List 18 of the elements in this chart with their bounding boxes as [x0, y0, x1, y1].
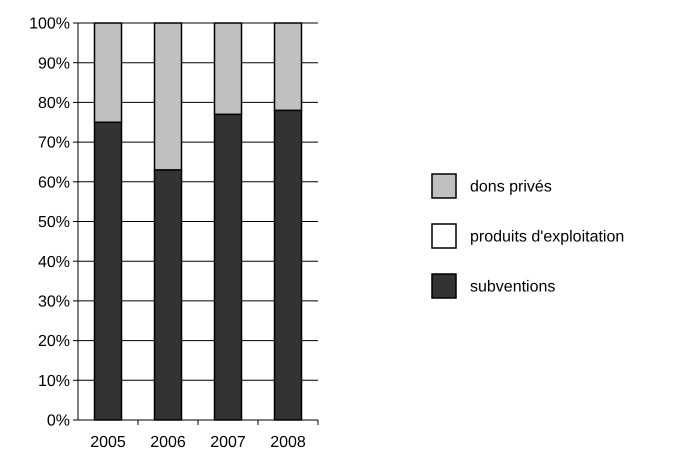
y-tick-label: 70%: [38, 134, 70, 152]
x-tick-label: 2007: [210, 434, 246, 451]
y-tick-label: 90%: [38, 55, 70, 72]
legend-label: subventions: [470, 278, 556, 296]
y-tick-label: 20%: [38, 333, 70, 350]
y-tick-label: 100%: [29, 16, 70, 33]
x-tick-label: 2006: [150, 434, 186, 451]
y-tick-label: 40%: [38, 254, 70, 271]
y-tick-label: 50%: [38, 214, 70, 232]
y-tick-label: 30%: [38, 294, 70, 310]
y-tick-label: 60%: [38, 174, 70, 192]
y-tick-label: 10%: [38, 372, 70, 390]
x-tick-label: 2008: [270, 434, 306, 451]
legend-label: produits d'exploitation: [470, 228, 624, 246]
legend-label: dons privés: [470, 178, 552, 196]
x-tick-label: 2005: [90, 434, 126, 451]
y-tick-label: 80%: [38, 95, 70, 112]
y-tick-label: 0%: [46, 412, 70, 430]
